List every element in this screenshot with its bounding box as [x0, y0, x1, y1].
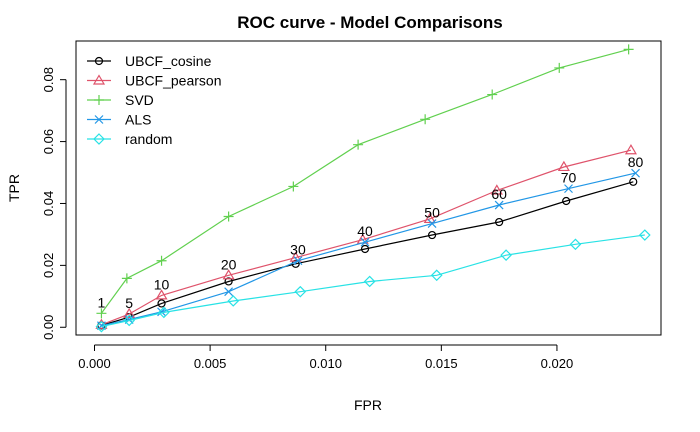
data-point-als	[631, 168, 640, 178]
legend-label: UBCF_cosine	[125, 53, 212, 69]
data-point-als	[224, 287, 234, 297]
legend-label: SVD	[125, 92, 154, 108]
data-point-svd	[223, 211, 234, 222]
data-point-ubcf-cosine	[495, 217, 504, 227]
series-line-ubcf-pearson	[101, 149, 632, 326]
point-label: 1	[98, 294, 106, 310]
data-point-ubcf-cosine	[562, 196, 571, 206]
data-point-random	[569, 238, 582, 251]
point-label: 30	[290, 242, 306, 258]
data-point-svd	[353, 139, 364, 150]
y-tick-label: 0.06	[41, 129, 56, 154]
x-tick-label: 0.005	[194, 356, 227, 371]
y-axis-label: TPR	[6, 174, 22, 202]
x-tick-label: 0.010	[309, 356, 342, 371]
series-line-svd	[100, 48, 629, 314]
data-point-svd	[96, 308, 107, 319]
data-point-ubcf-pearson	[155, 289, 168, 300]
data-point-random	[95, 320, 108, 333]
series-line-als	[101, 172, 636, 327]
x-tick-label: 0.015	[425, 356, 458, 371]
data-point-ubcf-pearson	[490, 184, 503, 195]
series-layer	[95, 44, 651, 333]
data-point-als	[360, 237, 370, 247]
point-label: 40	[357, 223, 373, 239]
data-point-svd	[121, 273, 132, 284]
data-point-svd	[623, 44, 634, 55]
data-point-als	[494, 200, 504, 210]
series-svd	[96, 44, 634, 319]
legend-label: ALS	[125, 112, 151, 128]
chart-title: ROC curve - Model Comparisons	[237, 13, 502, 32]
data-point-ubcf-cosine	[629, 177, 638, 186]
point-label: 10	[154, 276, 170, 292]
legend-label: random	[125, 131, 172, 147]
data-point-random	[158, 306, 170, 319]
x-axis: 0.000 0.005 0.010 0.015 0.020	[78, 344, 574, 371]
data-point-svd	[288, 181, 299, 192]
data-point-als	[293, 256, 303, 266]
data-point-random	[227, 295, 240, 307]
data-point-ubcf-cosine	[224, 277, 233, 286]
data-point-ubcf-pearson	[557, 160, 570, 172]
data-point-ubcf-cosine	[360, 244, 370, 254]
y-tick-label: 0.04	[41, 191, 56, 216]
data-point-ubcf-pearson	[423, 212, 436, 224]
legend-item-ubcf-cosine: UBCF_cosine	[87, 53, 212, 69]
data-point-random	[500, 249, 512, 262]
data-point-ubcf-cosine	[427, 230, 437, 240]
y-tick-label: 0.08	[41, 67, 56, 92]
legend-item-ubcf-pearson: UBCF_pearson	[87, 73, 222, 89]
data-point-svd	[487, 89, 498, 100]
data-point-random	[430, 269, 443, 282]
data-point-svd	[156, 255, 167, 266]
y-tick-label: 0.02	[41, 253, 56, 278]
legend-item-random: random	[87, 131, 172, 147]
data-point-ubcf-pearson	[624, 144, 637, 155]
legend-marker	[92, 74, 106, 85]
legend-marker	[94, 95, 104, 105]
series-line-ubcf-cosine	[101, 181, 634, 326]
data-point-random	[294, 285, 307, 298]
point-label: 80	[628, 154, 644, 170]
point-label-layer: 1 5 10 20 30 40 50 60 70 80	[98, 154, 644, 311]
point-label: 50	[424, 205, 440, 221]
plot-frame	[75, 40, 662, 336]
x-tick-label: 0.000	[78, 356, 111, 371]
data-point-ubcf-pearson	[123, 307, 136, 319]
data-point-als	[564, 184, 573, 194]
data-point-ubcf-pearson	[222, 269, 235, 280]
legend-item-svd: SVD	[87, 92, 154, 108]
legend-marker	[94, 56, 104, 66]
point-label: 5	[125, 295, 133, 311]
y-axis: 0.00 0.02 0.04 0.06 0.08	[41, 67, 67, 340]
data-point-als	[427, 219, 437, 229]
point-label: 20	[221, 256, 237, 272]
x-axis-label: FPR	[354, 397, 382, 413]
point-label: 70	[561, 170, 577, 186]
legend: UBCF_cosine UBCF_pearson SVD ALS random	[87, 53, 222, 147]
legend-marker	[93, 133, 105, 145]
data-point-random	[638, 229, 651, 241]
data-point-svd	[554, 62, 565, 73]
legend-item-als: ALS	[87, 112, 151, 128]
data-point-als	[157, 307, 166, 317]
legend-marker	[94, 115, 104, 124]
series-random	[95, 229, 651, 333]
legend-label: UBCF_pearson	[125, 73, 222, 89]
y-tick-label: 0.00	[41, 315, 56, 340]
data-point-ubcf-cosine	[157, 299, 166, 308]
series-als	[97, 168, 640, 331]
point-label: 60	[491, 186, 507, 202]
series-line-random	[101, 234, 645, 328]
data-point-random	[363, 275, 376, 288]
data-point-random	[123, 314, 136, 327]
data-point-svd	[420, 114, 431, 125]
x-tick-label: 0.020	[541, 356, 574, 371]
